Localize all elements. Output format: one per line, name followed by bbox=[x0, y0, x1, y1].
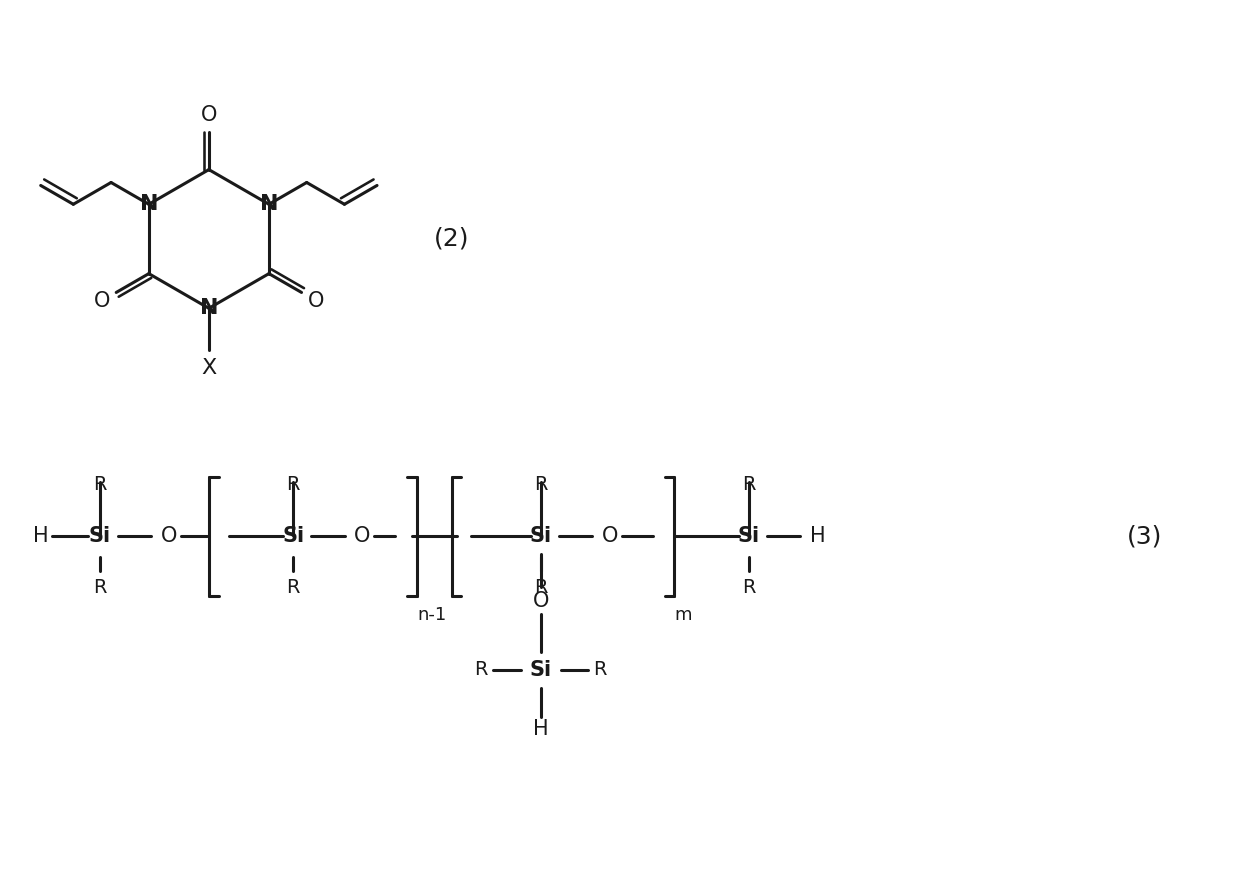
Text: R: R bbox=[286, 578, 300, 597]
Text: H: H bbox=[810, 526, 826, 546]
Text: N: N bbox=[260, 194, 279, 214]
Text: Si: Si bbox=[282, 526, 304, 546]
Text: R: R bbox=[93, 578, 107, 597]
Text: O: O bbox=[161, 526, 177, 546]
Text: Si: Si bbox=[737, 526, 760, 546]
Text: N: N bbox=[199, 298, 218, 318]
Text: R: R bbox=[534, 578, 548, 597]
Text: m: m bbox=[674, 607, 693, 624]
Text: R: R bbox=[534, 475, 548, 494]
Text: R: R bbox=[742, 475, 756, 494]
Text: R: R bbox=[286, 475, 300, 494]
Text: n-1: n-1 bbox=[416, 607, 446, 624]
Text: N: N bbox=[140, 194, 159, 214]
Text: Si: Si bbox=[89, 526, 112, 546]
Text: H: H bbox=[533, 719, 549, 739]
Text: Si: Si bbox=[530, 660, 551, 680]
Text: O: O bbox=[201, 105, 217, 125]
Text: (2): (2) bbox=[434, 227, 470, 251]
Text: O: O bbox=[602, 526, 618, 546]
Text: R: R bbox=[475, 660, 488, 680]
Text: Si: Si bbox=[530, 526, 551, 546]
Text: R: R bbox=[742, 578, 756, 597]
Text: R: R bbox=[93, 475, 107, 494]
Text: O: O bbox=[354, 526, 370, 546]
Text: O: O bbox=[309, 291, 325, 311]
Text: (3): (3) bbox=[1127, 524, 1162, 549]
Text: O: O bbox=[93, 291, 110, 311]
Text: H: H bbox=[32, 526, 48, 546]
Text: R: R bbox=[593, 660, 607, 680]
Text: O: O bbox=[533, 591, 549, 610]
Text: X: X bbox=[201, 358, 217, 377]
